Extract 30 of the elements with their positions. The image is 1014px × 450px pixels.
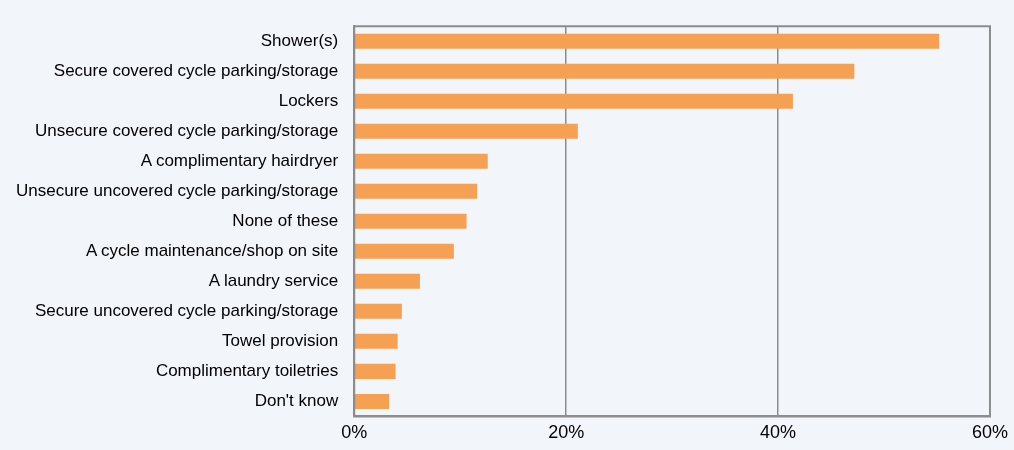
y-tick-label: Lockers <box>278 90 339 110</box>
y-tick-label: A laundry service <box>208 271 339 291</box>
y-tick-label: Complimentary toiletries <box>155 361 339 381</box>
bar <box>354 183 478 199</box>
y-tick-label: Shower(s) <box>260 30 339 50</box>
bar <box>354 33 940 49</box>
y-tick-label: Secure uncovered cycle parking/storage <box>34 301 339 321</box>
bar <box>354 273 420 289</box>
bar <box>354 393 390 409</box>
y-tick-label: Secure covered cycle parking/storage <box>53 60 339 80</box>
y-tick-label: Towel provision <box>221 331 339 351</box>
y-tick-label: A complimentary hairdryer <box>140 150 339 170</box>
bar <box>354 63 855 79</box>
bar <box>354 153 488 169</box>
bar <box>354 363 396 379</box>
y-tick-label: A cycle maintenance/shop on site <box>85 241 339 260</box>
y-tick-label: Unsecure uncovered cycle parking/storage <box>15 180 339 200</box>
bar <box>354 303 402 319</box>
y-tick-label: Don't know <box>254 391 339 411</box>
y-tick-label: None of these <box>232 210 339 230</box>
x-tick-label: 60% <box>971 422 1008 443</box>
y-tick-label: Unsecure covered cycle parking/storage <box>34 120 339 140</box>
x-tick-label: 0% <box>341 422 368 443</box>
bar <box>354 93 793 109</box>
bar <box>354 213 467 229</box>
bar <box>354 333 398 349</box>
bar <box>354 243 454 259</box>
bar <box>354 123 578 139</box>
x-tick-label: 40% <box>760 422 797 443</box>
x-tick-label: 20% <box>548 422 585 443</box>
